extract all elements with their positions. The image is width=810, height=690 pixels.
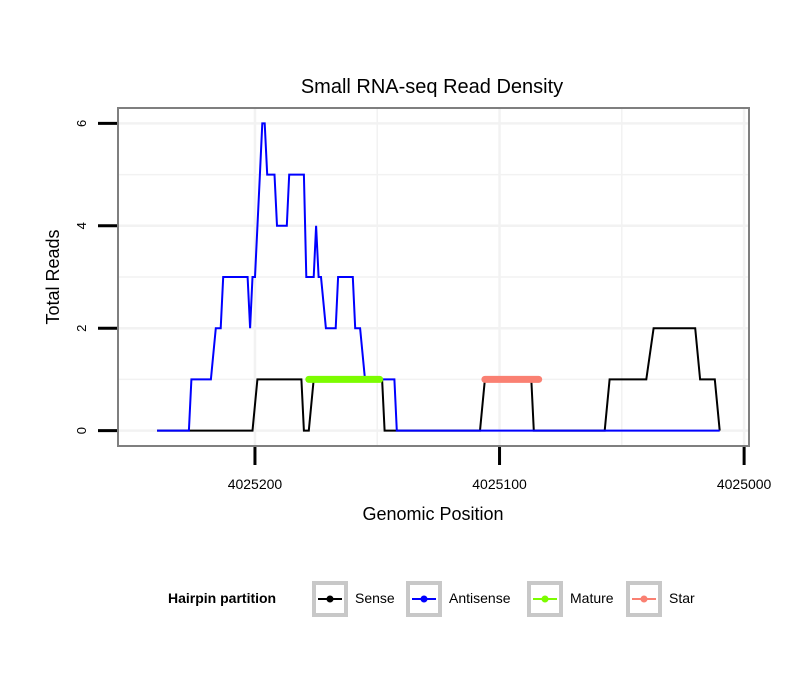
x-axis-label: Genomic Position — [362, 504, 503, 524]
legend-label: Mature — [570, 590, 614, 606]
legend-item-sense: Sense — [312, 581, 395, 617]
legend-key-box — [312, 581, 348, 617]
x-tick-label: 4025200 — [228, 476, 283, 492]
x-tick-label: 4025000 — [717, 476, 772, 492]
y-tick-label: 6 — [74, 120, 89, 127]
legend-key-point — [640, 595, 648, 603]
chart-title: Small RNA-seq Read Density — [301, 76, 563, 98]
legend-item-star: Star — [626, 581, 695, 617]
legend-key-point — [541, 595, 549, 603]
legend-item-mature: Mature — [527, 581, 614, 617]
x-tick-label: 4025100 — [472, 476, 527, 492]
legend-key-point — [420, 595, 428, 603]
y-axis-label: Total Reads — [43, 229, 63, 324]
legend-key-point — [326, 595, 334, 603]
y-tick-label: 4 — [74, 222, 89, 229]
series-antisense-line — [157, 122, 720, 432]
legend-title: Hairpin partition — [168, 590, 276, 606]
legend-label: Sense — [355, 590, 395, 606]
legend-item-antisense: Antisense — [406, 581, 511, 617]
y-tick-label: 2 — [74, 325, 89, 332]
legend-label: Star — [669, 590, 695, 606]
legend-label: Antisense — [449, 590, 511, 606]
axes: 0 2 4 6 4025200 4025100 4025000 — [74, 120, 772, 492]
series-layer — [157, 122, 721, 432]
legend: Hairpin partition Sense Antisense Mature St… — [168, 581, 695, 617]
y-tick-label: 0 — [74, 427, 89, 434]
